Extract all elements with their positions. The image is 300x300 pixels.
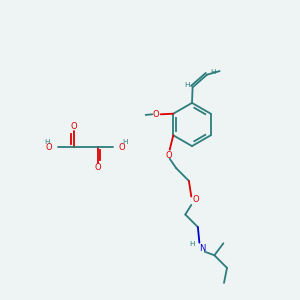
Text: H: H xyxy=(184,82,189,88)
Text: N: N xyxy=(199,244,206,253)
Text: O: O xyxy=(118,142,125,152)
Text: H: H xyxy=(44,139,49,145)
Text: O: O xyxy=(70,122,77,131)
Text: O: O xyxy=(153,110,160,119)
Text: O: O xyxy=(192,195,199,204)
Text: O: O xyxy=(166,151,172,160)
Text: H: H xyxy=(210,69,216,75)
Text: H: H xyxy=(190,241,195,247)
Text: O: O xyxy=(94,163,101,172)
Text: H: H xyxy=(122,139,127,145)
Text: O: O xyxy=(46,142,52,152)
